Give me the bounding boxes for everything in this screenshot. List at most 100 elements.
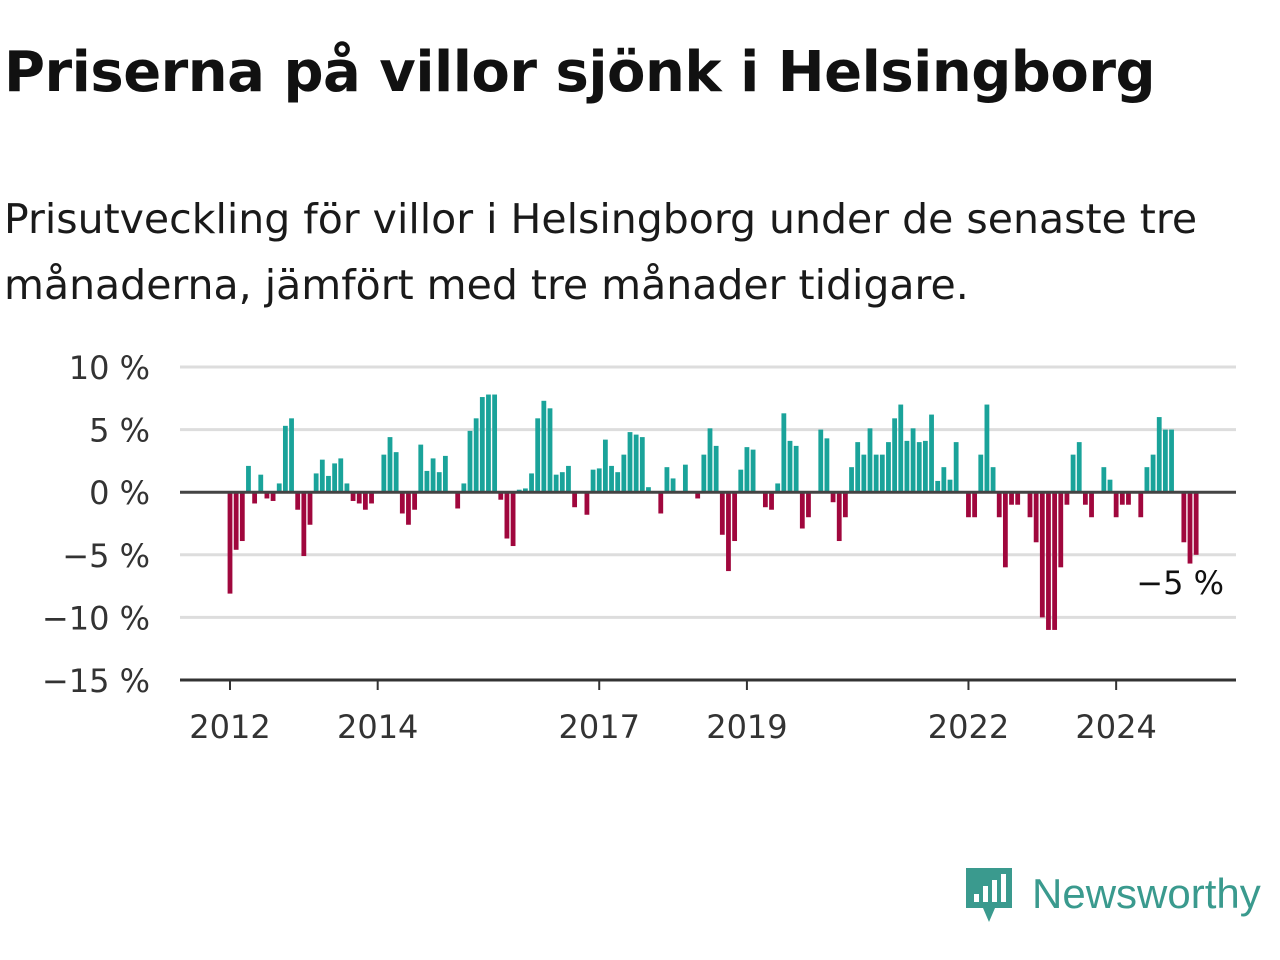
bar: [547, 408, 553, 493]
bar: [1076, 442, 1082, 493]
bar: [1009, 492, 1014, 505]
bar: [750, 449, 756, 493]
bar: [818, 429, 824, 493]
bar: [1144, 467, 1150, 493]
bar: [430, 458, 436, 493]
bar: [609, 465, 614, 493]
bar: [1058, 492, 1064, 568]
bar: [239, 492, 245, 542]
bar: [1052, 492, 1058, 630]
y-tick-label: 10 %: [69, 349, 150, 387]
bar: [646, 487, 651, 493]
bar: [572, 492, 578, 508]
bar: [246, 465, 251, 493]
bar: [313, 473, 319, 493]
bar: [326, 475, 331, 493]
bar: [233, 492, 239, 550]
bar: [424, 470, 430, 493]
bar: [1064, 492, 1070, 505]
bar: [362, 492, 368, 510]
x-tick-label: 2014: [337, 708, 418, 746]
bar: [1113, 492, 1119, 518]
x-tick-label: 2012: [189, 708, 270, 746]
bar: [713, 445, 719, 493]
y-tick-label: −10 %: [42, 599, 150, 637]
bar: [504, 492, 510, 539]
bar: [479, 397, 485, 493]
brand: Newsworthy: [964, 864, 1261, 924]
bar: [1181, 492, 1187, 543]
bar: [990, 467, 996, 493]
bar: [639, 437, 645, 493]
bar: [910, 428, 916, 493]
bar: [744, 447, 750, 493]
bar: [1082, 492, 1088, 505]
bar: [467, 430, 473, 493]
bar: [701, 454, 707, 493]
bar: [892, 418, 898, 493]
bar: [566, 465, 571, 493]
bar: [295, 492, 301, 510]
bar: [338, 458, 344, 493]
bar: [301, 492, 307, 557]
bar: [369, 492, 374, 504]
bar: [658, 492, 664, 514]
bar: [270, 492, 276, 501]
bar: [732, 492, 738, 542]
bar: [769, 492, 774, 510]
bar: [738, 469, 744, 493]
bar: [935, 480, 941, 493]
page-subtitle: Prisutveckling för villor i Helsingborg …: [4, 195, 1198, 309]
bar: [947, 479, 953, 493]
bars-layer: [227, 394, 1199, 630]
bar: [442, 455, 448, 493]
bar: [381, 454, 387, 493]
bar: [916, 442, 922, 493]
page-title: Priserna på villor sjönk i Helsingborg: [4, 40, 1156, 105]
axes-layer: 10 % 5 % 0 % −5 % −10 % −15 % 2012 2014 2017 2019…: [42, 349, 1236, 746]
bar: [842, 492, 848, 518]
bar: [726, 492, 731, 572]
bar: [1033, 492, 1039, 543]
brand-name: Newsworthy: [1032, 870, 1261, 917]
bar: [510, 492, 516, 547]
bar: [1107, 479, 1113, 493]
bar: [1002, 492, 1008, 568]
bar: [1187, 492, 1193, 564]
bar: [559, 472, 565, 493]
bar: [455, 492, 461, 509]
bar: [762, 492, 768, 508]
bar: [861, 454, 867, 493]
x-tick-label: 2019: [706, 708, 787, 746]
bar: [775, 483, 781, 493]
bar: [695, 492, 701, 499]
bar: [929, 414, 934, 493]
bar: [922, 440, 928, 493]
bar: [1162, 429, 1168, 493]
bar: [781, 413, 787, 493]
bar: [793, 445, 799, 493]
bar: [670, 478, 676, 493]
bar: [1046, 492, 1051, 630]
bar: [1169, 429, 1174, 493]
bar: [282, 425, 288, 493]
bar: [406, 492, 411, 525]
bar: [1015, 492, 1021, 505]
bar: [522, 488, 528, 493]
bar: [258, 474, 264, 493]
y-tick-label: 0 %: [89, 474, 150, 512]
bar: [1027, 492, 1033, 518]
bar: [849, 467, 854, 493]
y-tick-label: −5 %: [62, 537, 150, 575]
bar: [627, 432, 633, 493]
bar: [855, 442, 861, 493]
bar: [264, 492, 270, 499]
bar: [584, 492, 590, 515]
bar: [941, 467, 947, 493]
bar: [830, 492, 836, 503]
bar: [799, 492, 805, 529]
bar: [719, 492, 725, 535]
bar: [1101, 467, 1107, 493]
bar: [879, 454, 885, 493]
bar: [984, 404, 990, 493]
